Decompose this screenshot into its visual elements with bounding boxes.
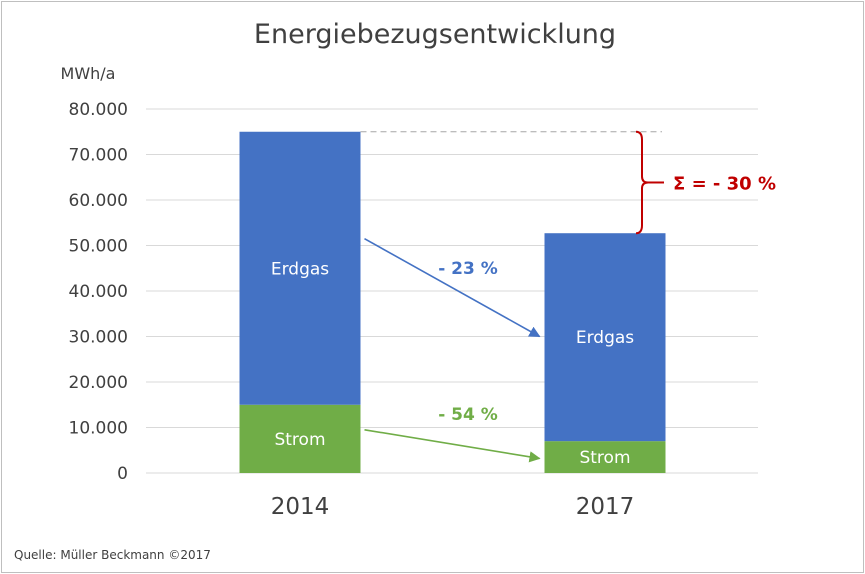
bar-strom-2017: [544, 441, 666, 473]
total-change-bracket: [635, 130, 649, 235]
bar-label-erdgas: Erdgas: [576, 328, 634, 348]
x-tick-label: 2017: [576, 494, 635, 520]
bar-strom-2014: [239, 404, 361, 473]
annotations: - 23 % - 54 % Σ = - 30 %: [360, 130, 776, 463]
bars: Strom Erdgas Strom Erdgas: [239, 131, 666, 473]
x-tick-labels: 2014 2017: [271, 494, 635, 520]
change-arrow-strom: [364, 428, 541, 463]
y-tick-label: 80.000: [69, 100, 128, 120]
change-label-strom: - 54 %: [438, 405, 498, 425]
bar-label-erdgas: Erdgas: [271, 259, 329, 279]
change-label-erdgas: - 23 %: [438, 259, 498, 279]
y-tick-label: 70.000: [69, 146, 128, 166]
y-tick-label: 10.000: [69, 419, 128, 439]
y-tick-label: 60.000: [69, 191, 128, 211]
total-change-label: Σ = - 30 %: [673, 173, 776, 194]
x-tick-label: 2014: [271, 494, 330, 520]
y-tick-label: 40.000: [69, 282, 128, 302]
y-axis-label: MWh/a: [61, 64, 116, 83]
bar-erdgas-2017: [544, 233, 666, 442]
bar-label-strom: Strom: [579, 448, 630, 468]
y-tick-label: 20.000: [69, 373, 128, 393]
y-tick-label: 30.000: [69, 328, 128, 348]
change-arrow-erdgas: [364, 237, 541, 338]
y-tick-label: 0: [117, 464, 128, 484]
y-tick-labels: 0 10.000 20.000 30.000 40.000 50.000 60.000 70.…: [69, 100, 128, 484]
y-tick-label: 50.000: [69, 237, 128, 257]
bar-erdgas-2014: [239, 131, 361, 405]
chart-title: Energiebezugsentwicklung: [254, 19, 616, 50]
source-note: Quelle: Müller Beckmann ©2017: [14, 548, 211, 562]
bar-label-strom: Strom: [274, 430, 325, 450]
